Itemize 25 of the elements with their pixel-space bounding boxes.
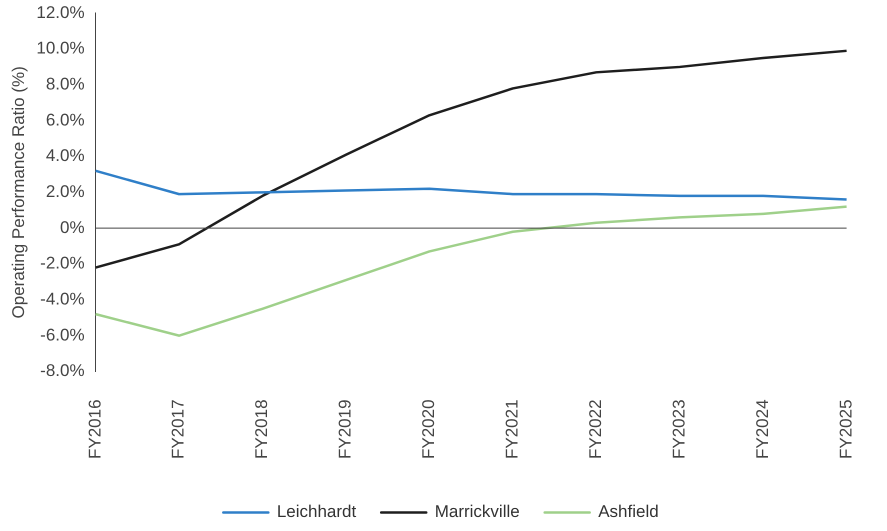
y-tick-label: 10.0% — [36, 38, 85, 58]
y-tick-label: 12.0% — [36, 2, 85, 22]
y-tick-label: -2.0% — [40, 254, 85, 273]
x-tick-label: FY2016 — [85, 399, 104, 460]
y-tick-label: 2.0% — [46, 182, 85, 202]
y-tick-label: -6.0% — [40, 325, 85, 344]
x-tick-label: FY2017 — [168, 399, 188, 460]
legend-label: Leichhardt — [276, 502, 356, 522]
y-tick-label: 6.0% — [46, 110, 85, 130]
y-tick-label: 4.0% — [46, 146, 85, 166]
legend-label: Ashfield — [598, 502, 659, 522]
y-tick-label: -4.0% — [40, 289, 85, 308]
x-tick-label: FY2020 — [419, 399, 438, 460]
y-axis-title: Operating Performance Ratio (%) — [8, 66, 28, 318]
x-tick-label: FY2024 — [752, 399, 772, 460]
legend-label: Marrickville — [434, 502, 520, 522]
x-tick-label: FY2022 — [586, 399, 605, 460]
y-tick-label: 0% — [60, 218, 85, 237]
x-tick-label: FY2019 — [336, 399, 355, 460]
y-tick-label: -8.0% — [40, 361, 85, 380]
x-tick-label: FY2018 — [252, 399, 272, 460]
x-tick-label: FY2023 — [669, 399, 688, 460]
x-tick-label: FY2025 — [836, 399, 856, 460]
x-tick-label: FY2021 — [502, 399, 522, 460]
y-tick-label: 8.0% — [46, 74, 85, 94]
